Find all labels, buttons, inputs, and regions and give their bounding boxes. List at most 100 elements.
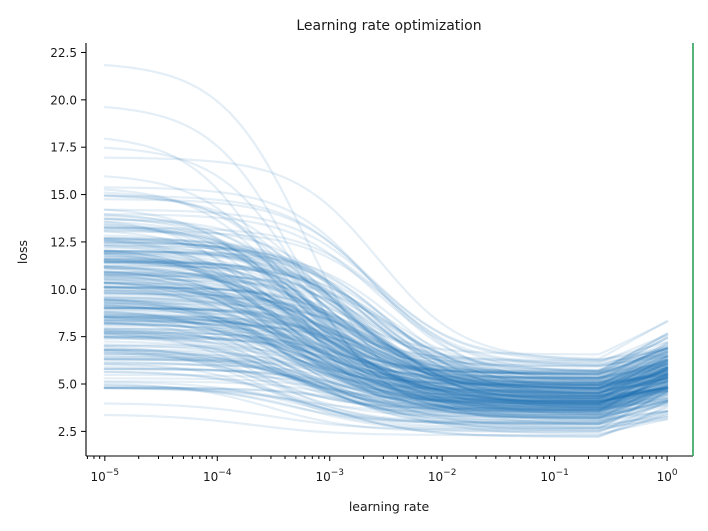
series-line — [103, 321, 669, 408]
series-line — [103, 217, 669, 380]
series-line — [103, 381, 669, 426]
series-line — [103, 301, 669, 389]
series-line — [103, 335, 669, 422]
series-line — [103, 291, 669, 385]
x-ticks: 10−5 10−4 10−3 10−2 10−1 100 — [86, 456, 678, 484]
series-line — [103, 259, 669, 399]
series-line — [103, 282, 669, 396]
x-tick-label: 10−5 — [91, 468, 120, 484]
series-line — [103, 282, 669, 407]
series-line — [103, 387, 669, 414]
series-line — [103, 299, 669, 397]
series-line — [103, 285, 669, 401]
series-line — [103, 238, 669, 387]
y-axis-label: loss — [15, 240, 30, 264]
series-line — [103, 250, 669, 390]
series-line — [103, 299, 669, 398]
series-line — [103, 274, 669, 392]
series-line — [103, 146, 669, 419]
series-line — [103, 322, 669, 407]
series-line — [103, 316, 669, 412]
series-line — [103, 320, 669, 412]
series-line — [103, 330, 669, 417]
series-line — [103, 357, 669, 415]
series-line — [103, 329, 669, 417]
series-line — [103, 264, 669, 405]
series-line — [103, 223, 669, 368]
series-line — [103, 251, 669, 373]
series-line — [103, 273, 669, 401]
series-line — [103, 327, 669, 395]
series-line — [103, 208, 669, 375]
series-line — [103, 322, 669, 394]
series-line — [103, 348, 669, 414]
series-line — [103, 214, 669, 380]
series-line — [103, 254, 669, 374]
series-line — [103, 324, 669, 420]
series-line — [103, 386, 669, 438]
series-line — [103, 186, 669, 376]
series-line — [103, 307, 669, 392]
series-line — [103, 311, 669, 409]
series-line — [103, 321, 669, 402]
series-line — [103, 304, 669, 404]
series-line — [103, 355, 669, 414]
series-line — [103, 252, 669, 401]
series-line — [103, 332, 669, 403]
series-line — [103, 362, 669, 412]
series-line — [103, 288, 669, 393]
series-line — [103, 303, 669, 391]
series-line — [103, 335, 669, 405]
series-line — [103, 227, 669, 376]
y-tick-label: 2.5 — [58, 425, 77, 439]
x-tick-label: 10−2 — [428, 468, 457, 484]
y-ticks: 2.5 5.0 7.5 10.0 12.5 15.0 17.5 20.0 22.5 — [50, 46, 86, 439]
series-line — [103, 343, 669, 403]
series-line — [103, 230, 669, 373]
series-line — [103, 304, 669, 392]
series-line — [103, 223, 669, 375]
series-line — [103, 311, 669, 392]
series-line — [103, 267, 669, 386]
series-line — [103, 236, 669, 397]
series-line — [103, 234, 669, 385]
series-line — [103, 245, 669, 395]
series-line — [103, 272, 669, 407]
series-line — [103, 191, 669, 364]
series-line — [103, 385, 669, 438]
series-line — [103, 278, 669, 397]
series-line — [103, 260, 669, 391]
series-line — [103, 249, 669, 376]
chart-title: Learning rate optimization — [296, 18, 481, 34]
series-line — [103, 358, 669, 429]
series-line — [103, 283, 669, 384]
series-line — [103, 286, 669, 410]
series-layer — [103, 63, 669, 438]
series-line — [103, 226, 669, 382]
series-line — [103, 310, 669, 400]
series-line — [103, 344, 669, 405]
series-line — [103, 303, 669, 392]
series-line — [103, 257, 669, 390]
series-line — [103, 313, 669, 412]
series-line — [103, 261, 669, 385]
series-line — [103, 286, 669, 405]
series-line — [103, 256, 669, 384]
series-line — [103, 384, 669, 425]
series-line — [103, 297, 669, 397]
series-line — [103, 257, 669, 375]
series-line — [103, 274, 669, 383]
series-line — [103, 336, 669, 403]
series-line — [103, 250, 669, 380]
series-line — [103, 295, 669, 390]
series-line — [103, 348, 669, 412]
series-line — [103, 380, 669, 435]
series-line — [103, 358, 669, 405]
series-line — [103, 285, 669, 406]
series-line — [103, 367, 669, 415]
series-line — [103, 244, 669, 380]
series-line — [103, 334, 669, 400]
series-line — [103, 278, 669, 398]
series-line — [103, 267, 669, 382]
